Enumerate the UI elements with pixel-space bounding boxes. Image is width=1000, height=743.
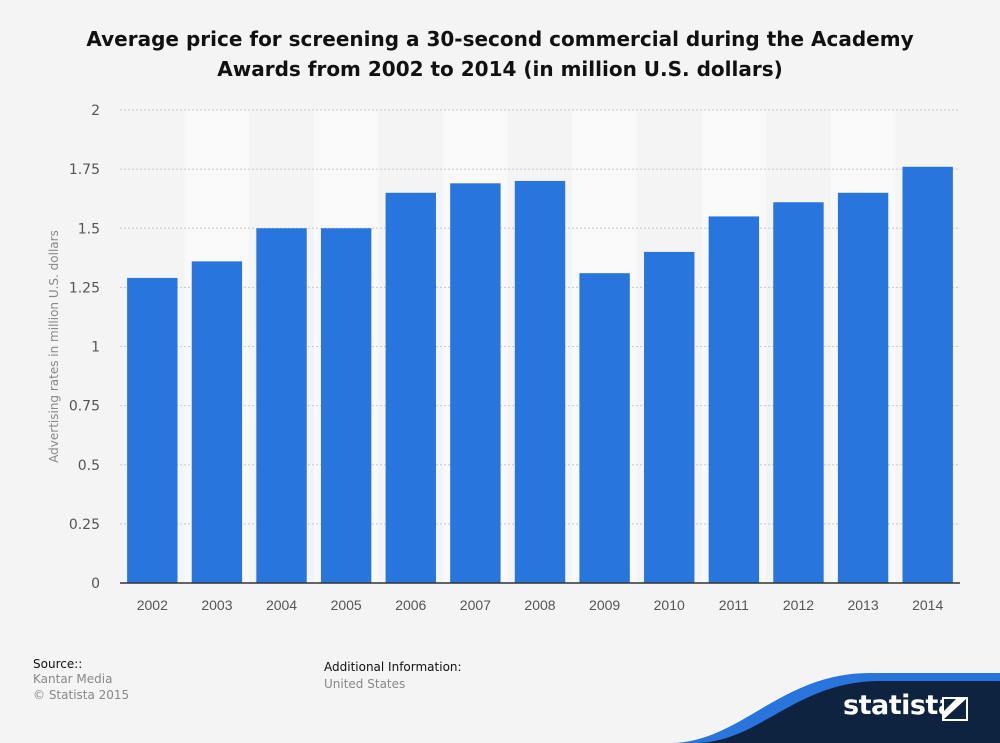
- y-tick-label: 0.75: [69, 399, 100, 415]
- bar-2014[interactable]: [902, 166, 953, 583]
- copyright-line: © Statista 2015: [33, 688, 130, 702]
- x-tick-label: 2006: [395, 597, 426, 613]
- x-tick-label: 2002: [137, 597, 168, 613]
- x-axis-ticks: 2002 2003 2004 2005 2006 2007 2008 2009 2010 2011…: [137, 597, 944, 613]
- bar-series: [127, 166, 953, 584]
- x-tick-label: 2003: [201, 597, 232, 613]
- bar-2008[interactable]: [514, 180, 566, 583]
- y-tick-label: 1.5: [78, 221, 100, 237]
- x-tick-label: 2012: [783, 597, 814, 613]
- y-tick-label: 1.75: [69, 162, 100, 178]
- bar-2010[interactable]: [644, 251, 695, 583]
- y-tick-label: 0: [91, 576, 100, 592]
- additional-info-line: United States: [324, 677, 406, 691]
- y-axis-label: Advertising rates in million U.S. dollar…: [47, 230, 61, 463]
- statista-logo[interactable]: statista: [843, 690, 956, 721]
- y-tick-label: 2: [91, 103, 100, 119]
- y-axis-ticks: 0 0.25 0.5 0.75 1 1.25 1.5 1.75 2: [69, 103, 100, 592]
- bar-2005[interactable]: [320, 228, 372, 583]
- source-heading: Source::: [33, 657, 83, 671]
- statista-wave-decoration: [670, 673, 1000, 743]
- source-line: Kantar Media: [33, 672, 113, 686]
- bar-2007[interactable]: [450, 183, 501, 583]
- y-tick-label: 1.25: [69, 280, 100, 296]
- source-block: Source:: Kantar Media © Statista 2015: [33, 657, 129, 703]
- bar-2003[interactable]: [191, 261, 243, 583]
- bar-2011[interactable]: [708, 216, 760, 584]
- x-tick-label: 2011: [719, 597, 749, 613]
- bar-2009[interactable]: [579, 273, 630, 583]
- x-tick-label: 2008: [524, 597, 555, 613]
- x-tick-label: 2004: [266, 597, 297, 613]
- bar-2012[interactable]: [773, 202, 824, 584]
- x-tick-label: 2009: [589, 597, 620, 613]
- x-tick-label: 2014: [912, 597, 943, 613]
- x-tick-label: 2013: [847, 597, 878, 613]
- bar-2006[interactable]: [385, 192, 436, 583]
- additional-info-heading: Additional Information:: [324, 660, 462, 674]
- x-tick-label: 2005: [331, 597, 362, 613]
- bar-2013[interactable]: [837, 192, 889, 583]
- x-tick-label: 2007: [460, 597, 491, 613]
- bar-2002[interactable]: [127, 277, 178, 583]
- statista-logo-icon: [942, 697, 968, 721]
- y-tick-label: 1: [91, 340, 100, 356]
- y-tick-label: 0.25: [69, 517, 100, 533]
- additional-info-block: Additional Information: United States: [324, 660, 462, 692]
- y-tick-label: 0.5: [78, 458, 100, 474]
- chart-title: Average price for screening a 30-second …: [86, 27, 914, 81]
- bar-2004[interactable]: [256, 228, 307, 583]
- x-tick-label: 2010: [654, 597, 685, 613]
